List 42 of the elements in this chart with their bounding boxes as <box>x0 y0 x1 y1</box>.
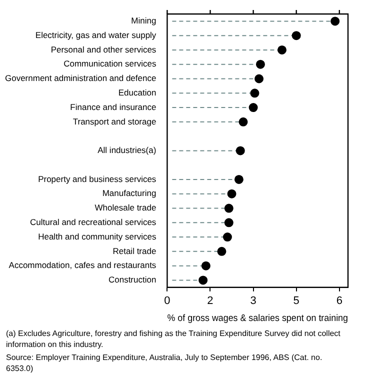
y-tick-label: Electricity, gas and water supply <box>35 30 157 40</box>
x-tick-label: 5 <box>293 295 300 308</box>
y-tick-label: Communication services <box>64 58 156 69</box>
y-tick-label: Transport and storage <box>72 116 156 126</box>
point <box>254 74 264 84</box>
y-tick-label: Accommodation, cafes and restaurants <box>8 260 156 270</box>
point <box>198 276 208 285</box>
text: (a) Excludes Agriculture, forestry and fishing as the Training Expenditure Survey did not collect information on this industry. <box>6 328 342 350</box>
source-note: Source: Employer Training Expenditure, Australia, July to September 1996, ABS (Cat. no. 6353.0) <box>6 352 324 374</box>
y-tick-label: Government administration and defence <box>4 73 156 84</box>
point <box>256 60 265 69</box>
y-tick-label: Cultural and recreational services <box>30 216 156 227</box>
point <box>250 88 260 98</box>
y-tick-label: Health and community services <box>38 231 156 242</box>
y-tick-label: Finance and insurance <box>70 102 156 112</box>
x-axis-title: % of gross wages & salaries spent on training <box>167 312 348 323</box>
point <box>224 218 234 228</box>
y-tick-label: Construction <box>108 274 156 285</box>
y-tick-label: Personal and other services <box>50 44 156 54</box>
y-tick-label: All industries(a) <box>98 145 156 156</box>
point <box>236 146 245 156</box>
point <box>234 174 244 184</box>
y-tick-label: Wholesale trade <box>94 202 156 213</box>
point <box>330 16 340 26</box>
x-tick-label: 3 <box>250 295 256 308</box>
point <box>222 232 232 242</box>
y-tick-label: Mining <box>131 16 156 26</box>
y-tick-label: Education <box>118 87 156 98</box>
point <box>292 31 301 40</box>
point <box>224 204 234 213</box>
x-tick-label: 0 <box>164 295 170 308</box>
point <box>248 103 258 112</box>
y-tick-label: Retail trade <box>112 246 156 256</box>
x-tick-label: 6 <box>336 295 342 308</box>
y-tick-label: Property and business services <box>38 174 156 184</box>
x-tick-label: 2 <box>207 295 214 308</box>
point <box>227 189 236 198</box>
point <box>217 246 226 256</box>
point <box>201 261 210 270</box>
y-tick-label: Manufacturing <box>102 188 156 198</box>
point <box>238 117 248 126</box>
point <box>277 45 286 54</box>
